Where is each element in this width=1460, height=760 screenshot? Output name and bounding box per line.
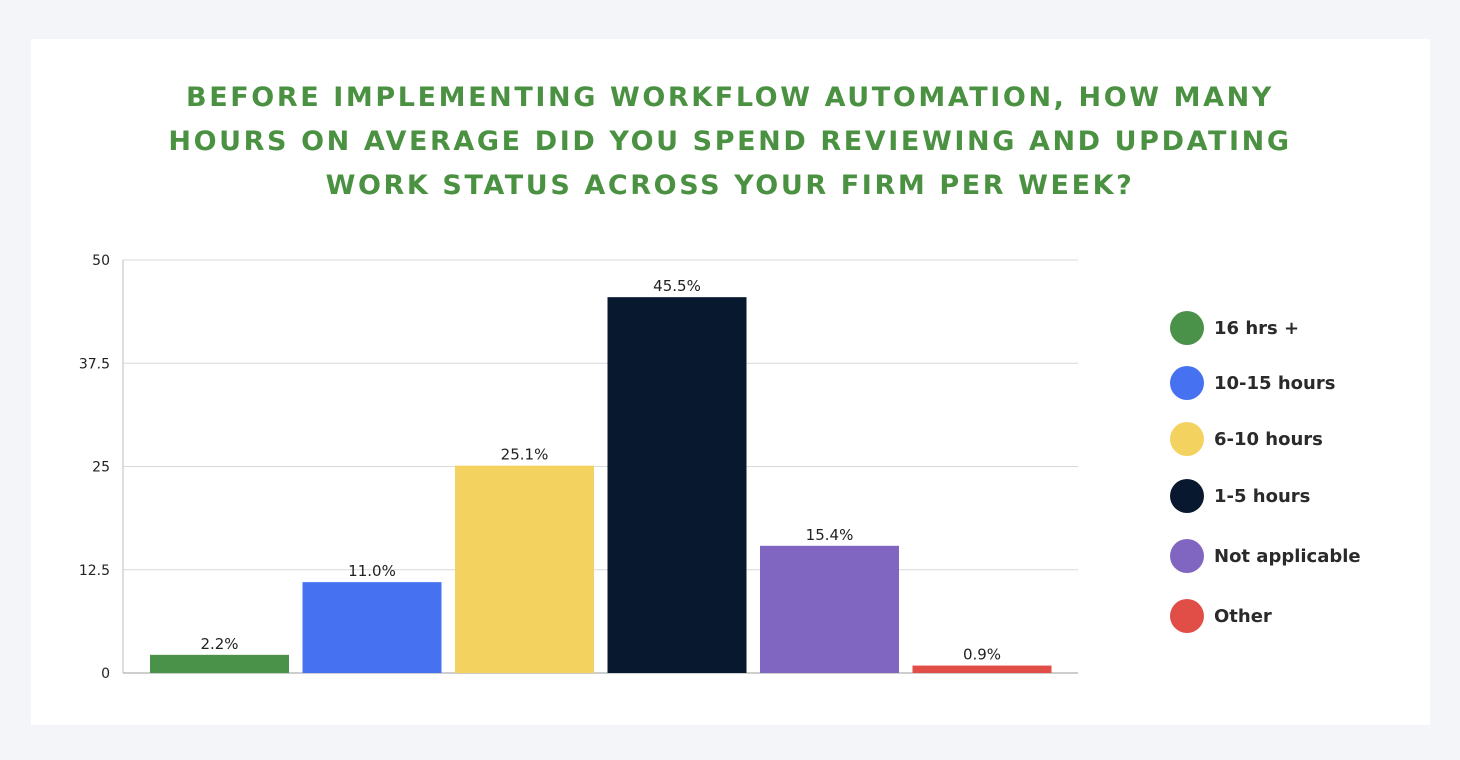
chart-title-line-2: HOURS ON AVERAGE DID YOU SPEND REVIEWING…	[168, 126, 1292, 157]
legend-item: Not applicable	[1170, 539, 1361, 573]
bar-4	[607, 297, 747, 673]
legend-label: 1-5 hours	[1214, 485, 1311, 507]
y-tick-label: 12.5	[79, 563, 110, 579]
legend-item: 10-15 hours	[1170, 366, 1335, 400]
y-tick-label: 50	[92, 253, 110, 269]
y-tick-label: 37.5	[79, 356, 110, 372]
legend-item: Other	[1170, 599, 1272, 633]
legend-label: Not applicable	[1214, 545, 1361, 567]
legend-swatch	[1170, 311, 1204, 345]
bar-2	[302, 582, 442, 673]
y-tick-label: 0	[101, 666, 110, 682]
legend-item: 1-5 hours	[1170, 479, 1310, 513]
legend-swatch	[1170, 479, 1204, 513]
bar-5	[760, 545, 899, 673]
legend-swatch	[1170, 422, 1204, 456]
legend-label: 10-15 hours	[1214, 372, 1336, 394]
bar-value-label: 0.9%	[963, 646, 1001, 664]
legend-label: 6-10 hours	[1214, 428, 1323, 450]
legend-item: 6-10 hours	[1170, 422, 1323, 456]
bar-1	[150, 654, 289, 673]
bar-value-label: 25.1%	[501, 446, 549, 464]
bar-value-label: 45.5%	[653, 277, 701, 295]
chart-title-line-3: WORK STATUS ACROSS YOUR FIRM PER WEEK?	[325, 170, 1135, 201]
bar-3	[455, 465, 594, 673]
bar-6	[912, 665, 1052, 673]
chart-title-line-1: BEFORE IMPLEMENTING WORKFLOW AUTOMATION,…	[186, 82, 1274, 113]
y-tick-label: 25	[92, 460, 110, 476]
legend-item: 16 hrs +	[1170, 311, 1299, 345]
legend-label: 16 hrs +	[1214, 317, 1300, 339]
legend-swatch	[1170, 539, 1204, 573]
bar-value-label: 15.4%	[806, 526, 854, 544]
legend-swatch	[1170, 366, 1204, 400]
legend-label: Other	[1214, 605, 1272, 627]
bar-value-label: 11.0%	[348, 562, 396, 580]
chart-title: BEFORE IMPLEMENTING WORKFLOW AUTOMATION,…	[0, 76, 1460, 208]
bar-value-label: 2.2%	[200, 635, 238, 653]
legend-swatch	[1170, 599, 1204, 633]
